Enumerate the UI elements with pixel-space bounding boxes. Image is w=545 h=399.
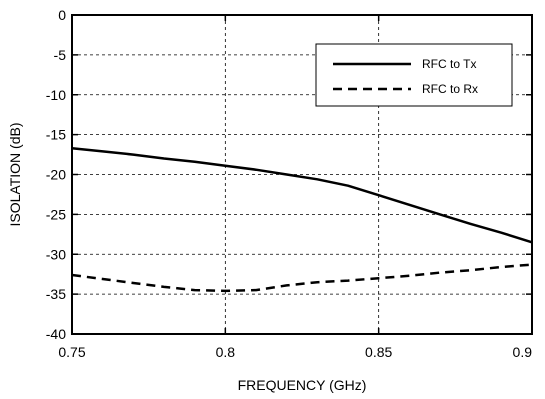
y-tick-label: -40 bbox=[46, 326, 66, 342]
x-tick-label: 0.8 bbox=[216, 344, 236, 360]
y-tick-label: -5 bbox=[54, 47, 67, 63]
axis-ticks bbox=[71, 14, 533, 335]
x-tick-label: 0.75 bbox=[58, 344, 85, 360]
data-series bbox=[71, 146, 533, 293]
legend-label-rfc-to-rx: RFC to Rx bbox=[422, 82, 478, 96]
series-line-rfc-to-rx bbox=[71, 263, 533, 293]
x-tick-label: 0.9 bbox=[513, 344, 533, 360]
legend-box bbox=[315, 43, 513, 107]
x-axis-title: FREQUENCY (GHz) bbox=[238, 377, 367, 393]
x-tick-label: 0.85 bbox=[365, 344, 392, 360]
y-tick-label: -30 bbox=[46, 246, 66, 262]
y-tick-label: -35 bbox=[46, 286, 66, 302]
y-tick-label: -25 bbox=[46, 206, 66, 222]
y-tick-label: -15 bbox=[46, 127, 66, 143]
y-tick-label: 0 bbox=[58, 7, 66, 23]
grid-lines bbox=[72, 15, 532, 334]
y-tick-label: -20 bbox=[46, 167, 66, 183]
legend: RFC to Tx RFC to Rx bbox=[315, 43, 513, 107]
series-line-rfc-to-tx bbox=[71, 146, 533, 244]
y-axis-title: ISOLATION (dB) bbox=[7, 123, 23, 227]
tick-labels: 0 -5 -10 -15 -20 -25 -30 -35 -40 0.75 0.8 0.85 0.9 bbox=[46, 7, 532, 360]
legend-label-rfc-to-tx: RFC to Tx bbox=[422, 57, 476, 71]
y-tick-label: -10 bbox=[46, 87, 66, 103]
